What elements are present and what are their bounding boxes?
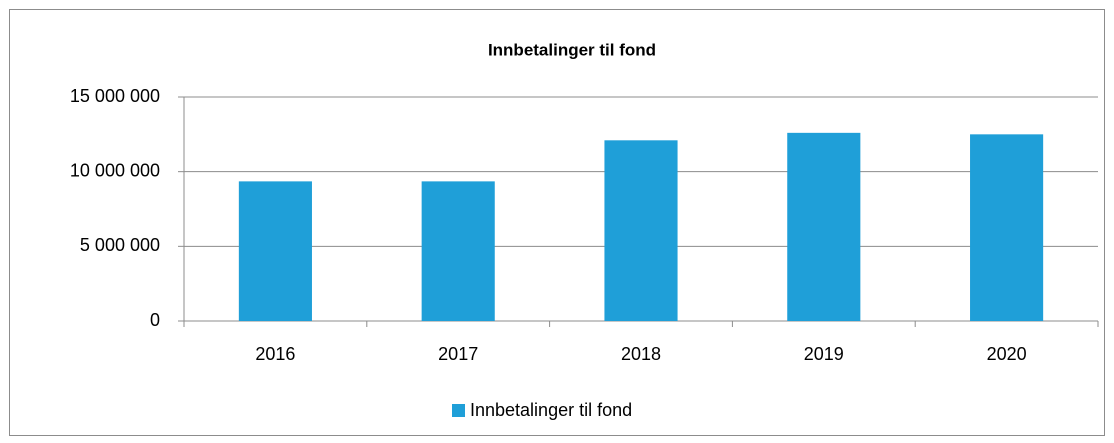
bar xyxy=(238,181,312,321)
y-tick-label: 5 000 000 xyxy=(80,235,160,255)
bar xyxy=(970,134,1044,321)
chart-frame xyxy=(9,9,1105,436)
y-tick-label: 15 000 000 xyxy=(70,86,160,106)
x-tick-label: 2019 xyxy=(804,344,844,364)
bar xyxy=(787,132,861,321)
legend-swatch xyxy=(452,404,465,417)
chart-title: Innbetalinger til fond xyxy=(488,40,656,59)
y-tick-label: 10 000 000 xyxy=(70,160,160,180)
x-tick-label: 2020 xyxy=(987,344,1027,364)
bar xyxy=(604,140,678,321)
x-tick-label: 2018 xyxy=(621,344,661,364)
legend-label: Innbetalinger til fond xyxy=(470,400,632,420)
y-tick-label: 0 xyxy=(150,310,160,330)
x-tick-label: 2017 xyxy=(438,344,478,364)
x-tick-label: 2016 xyxy=(255,344,295,364)
bar xyxy=(421,181,495,321)
